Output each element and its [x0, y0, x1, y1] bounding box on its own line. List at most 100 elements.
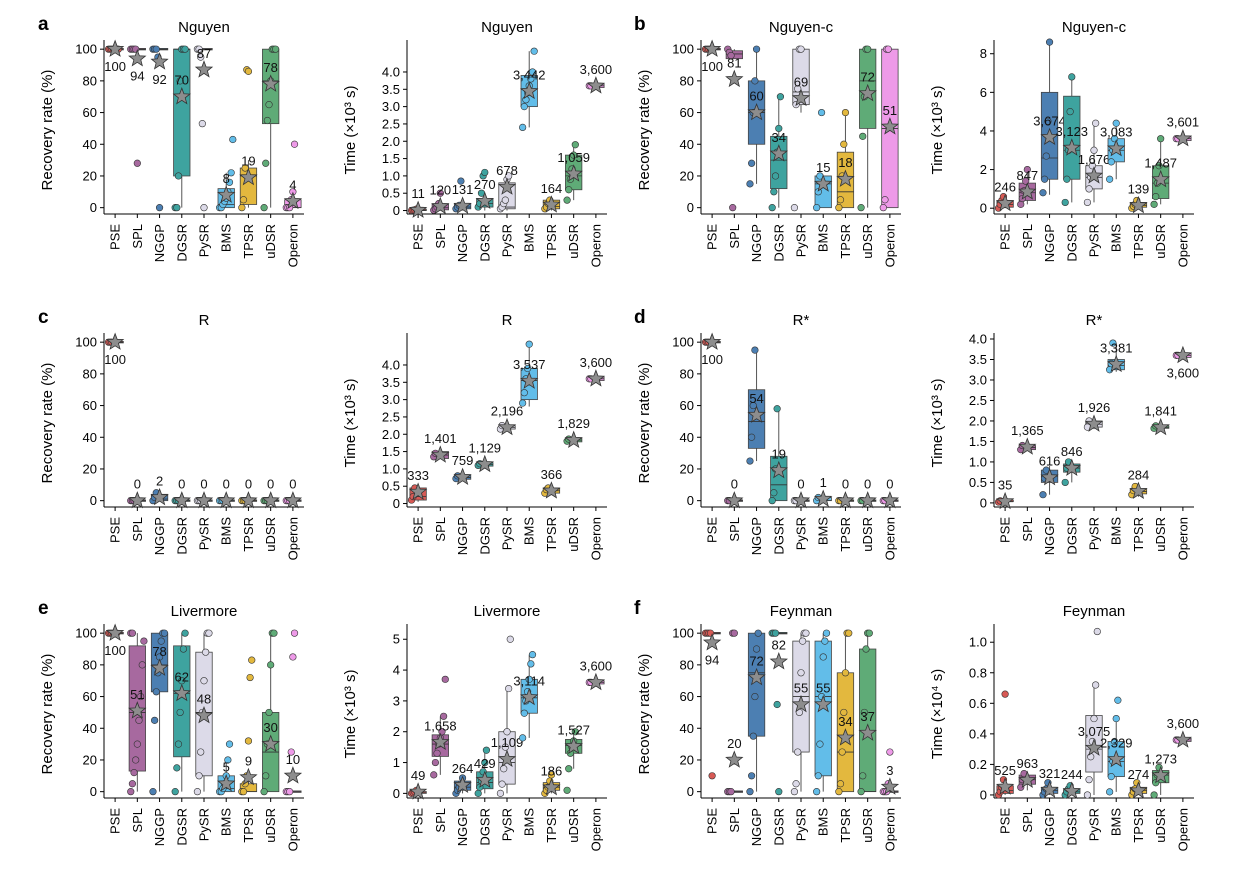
data-point	[751, 77, 759, 85]
value-label: 78	[263, 60, 277, 75]
category-label-bms: BMS	[816, 224, 831, 253]
chart-panel-f1: f Feynman Recovery rate (%) 0 20 40 60 80 100 PSE…	[634, 598, 901, 851]
data-point	[727, 51, 735, 60]
value-label: 10	[286, 752, 300, 767]
y-tick-label: 1.0	[382, 461, 400, 476]
series-spl: 1,365	[1011, 423, 1044, 455]
category-label-nggp: NGGP	[749, 224, 764, 262]
series-operon: 4	[282, 140, 303, 212]
category-label-udsr: uDSR	[263, 224, 278, 259]
mean-marker	[1107, 749, 1126, 768]
category-label-dgsr: DGSR	[477, 517, 492, 555]
data-point	[859, 132, 867, 140]
series-operon: 3,600	[580, 658, 612, 691]
data-point	[1063, 175, 1071, 183]
data-point	[1090, 146, 1098, 154]
category-label-dgsr: DGSR	[477, 224, 492, 262]
y-tick-label: 1.5	[969, 434, 987, 449]
value-label: 35	[998, 477, 1012, 492]
data-point	[729, 204, 737, 212]
panel-label-d: d	[634, 307, 646, 328]
data-point	[563, 196, 571, 204]
data-point	[441, 675, 449, 683]
category-label-nggp: NGGP	[749, 808, 764, 846]
data-point	[746, 457, 754, 465]
data-point	[864, 45, 872, 53]
category-label-spl: SPL	[433, 224, 448, 249]
data-point	[265, 101, 273, 109]
series-dgsr: 270	[474, 168, 496, 211]
series-dgsr: 19	[768, 405, 788, 505]
value-label: 9	[245, 753, 252, 768]
y-tick-label: 60	[680, 398, 694, 413]
category-label-udsr: uDSR	[263, 808, 278, 843]
category-label-operon: Operon	[285, 517, 300, 560]
value-label: 3,083	[1100, 125, 1133, 140]
chart-panel-e1: e Livermore Recovery rate (%) 0 20 40 60 80 100 P…	[38, 598, 304, 851]
data-point	[528, 68, 537, 76]
data-point	[1061, 198, 1069, 207]
value-label: 1	[820, 475, 827, 490]
series-nggp: 264	[452, 761, 473, 797]
series-bms: 55	[813, 629, 833, 796]
value-label: 2,196	[491, 403, 524, 418]
data-point	[571, 728, 579, 736]
value-label: 1,841	[1144, 403, 1177, 418]
data-point	[498, 780, 506, 788]
mean-marker	[128, 701, 147, 719]
mean-marker	[172, 683, 191, 702]
y-tick-label: 100	[75, 335, 97, 350]
data-point	[752, 45, 761, 53]
y-tick-label: 60	[83, 398, 97, 413]
data-point	[505, 684, 513, 693]
series-spl: 1,658	[424, 675, 457, 779]
value-label: 62	[175, 669, 189, 684]
y-tick-label: 6	[980, 85, 987, 100]
mean-marker	[791, 491, 811, 509]
y-tick-label: 0	[980, 201, 987, 216]
category-label-operon: Operon	[1175, 224, 1190, 267]
y-tick-label: 100	[672, 626, 694, 641]
y-tick-label: 2.5	[382, 409, 400, 424]
y-tick-label: 1.0	[969, 454, 987, 469]
data-point	[227, 169, 235, 177]
series-tpsr: 139	[1128, 182, 1149, 214]
mean-marker	[586, 672, 606, 691]
data-point	[286, 788, 294, 796]
data-point	[1087, 753, 1095, 761]
series-spl: 1,401	[424, 431, 457, 463]
series-pse: 35	[994, 477, 1015, 510]
y-tick-label: 2.0	[382, 134, 400, 149]
panel-title: Livermore	[171, 603, 238, 620]
data-point	[1155, 162, 1163, 170]
data-point	[792, 780, 800, 788]
category-label-operon: Operon	[588, 224, 603, 267]
data-point	[202, 648, 210, 656]
category-label-nggp: NGGP	[152, 224, 167, 262]
data-point	[225, 178, 234, 186]
series-tpsr: 284	[1128, 467, 1149, 500]
value-label: 69	[794, 74, 808, 89]
category-label-operon: Operon	[1175, 517, 1190, 560]
data-point	[840, 140, 848, 148]
panel-title: Nguyen	[178, 19, 230, 36]
value-label: 1,487	[1144, 155, 1177, 170]
data-point	[138, 661, 146, 669]
value-label: 34	[772, 130, 786, 145]
category-label-bms: BMS	[522, 808, 537, 837]
mean-marker	[1173, 345, 1193, 364]
value-label: 0	[245, 477, 252, 492]
y-tick-label: 60	[83, 105, 97, 120]
mean-marker	[858, 83, 877, 102]
series-pse: 333	[407, 468, 429, 504]
category-label-nggp: NGGP	[1042, 808, 1057, 846]
mean-marker	[217, 185, 236, 203]
value-label: 333	[407, 468, 429, 483]
y-tick-label: 20	[680, 461, 694, 476]
value-label: 2	[156, 473, 163, 488]
category-label-bms: BMS	[219, 517, 234, 546]
series-dgsr: 62	[171, 629, 191, 796]
data-point	[1083, 791, 1092, 799]
series-spl: 81	[724, 45, 744, 212]
